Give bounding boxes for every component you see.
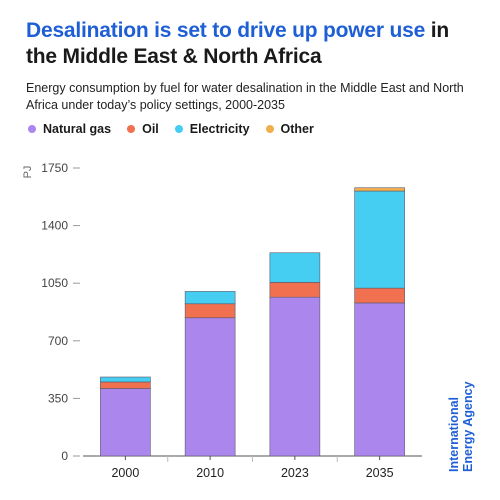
x-tick-label-2035: 2035 — [366, 466, 394, 480]
legend-swatch-other — [265, 125, 274, 133]
legend-label-oil: Oil — [142, 122, 159, 136]
legend-item-oil: Oil — [127, 122, 159, 136]
chart-legend: Natural gas Oil Electricity Other — [28, 122, 314, 136]
iea-logo-line1: International — [447, 396, 461, 472]
y-axis-label: PJ — [22, 166, 34, 179]
legend-item-other: Other — [265, 122, 314, 136]
legend-swatch-electricity — [174, 125, 183, 133]
iea-logo-line2: Energy Agency — [461, 381, 475, 472]
x-tick-label-2010: 2010 — [196, 466, 224, 480]
chart-title-rest: in the Middle East & North Africa — [26, 19, 449, 68]
y-tick-label-2: 700 — [48, 334, 68, 348]
bar-2035-natural-gas — [354, 302, 405, 457]
y-tick-label-0: 0 — [61, 449, 68, 463]
iea-logo-text: International Energy Agency — [447, 372, 475, 472]
bar-2035-other — [354, 187, 405, 192]
chart-title: Desalination is set to drive up power us… — [26, 18, 476, 70]
bar-2010-electricity — [184, 291, 236, 305]
bar-2010-natural-gas — [184, 317, 236, 457]
legend-label-natural-gas: Natural gas — [43, 122, 112, 136]
y-tick-label-5: 1750 — [41, 161, 68, 175]
y-tick-label-1: 350 — [48, 391, 68, 405]
chart-subtitle: Energy consumption by fuel for water des… — [26, 81, 464, 112]
x-tick-label-2000: 2000 — [111, 466, 139, 480]
bar-2000-oil — [100, 381, 151, 389]
chart-title-highlight: Desalination is set to drive up power us… — [26, 19, 426, 42]
bar-2035-electricity — [354, 190, 405, 289]
legend-label-other: Other — [280, 122, 314, 136]
x-tick-label-2023: 2023 — [281, 466, 309, 480]
bar-2023-oil — [269, 282, 321, 298]
legend-item-electricity: Electricity — [174, 122, 250, 136]
bar-2000-electricity — [100, 376, 151, 383]
bar-2010-oil — [184, 303, 236, 319]
legend-item-natural-gas: Natural gas — [28, 122, 111, 136]
bar-2023-natural-gas — [269, 296, 321, 457]
legend-label-electricity: Electricity — [189, 122, 250, 136]
bar-2035-oil — [354, 287, 405, 304]
bar-2000-natural-gas — [100, 388, 151, 457]
legend-swatch-natural-gas — [28, 125, 36, 133]
y-tick-label-4: 1400 — [41, 219, 68, 233]
legend-swatch-oil — [127, 125, 136, 133]
bar-2023-electricity — [269, 252, 321, 283]
y-tick-label-3: 1050 — [41, 276, 68, 290]
